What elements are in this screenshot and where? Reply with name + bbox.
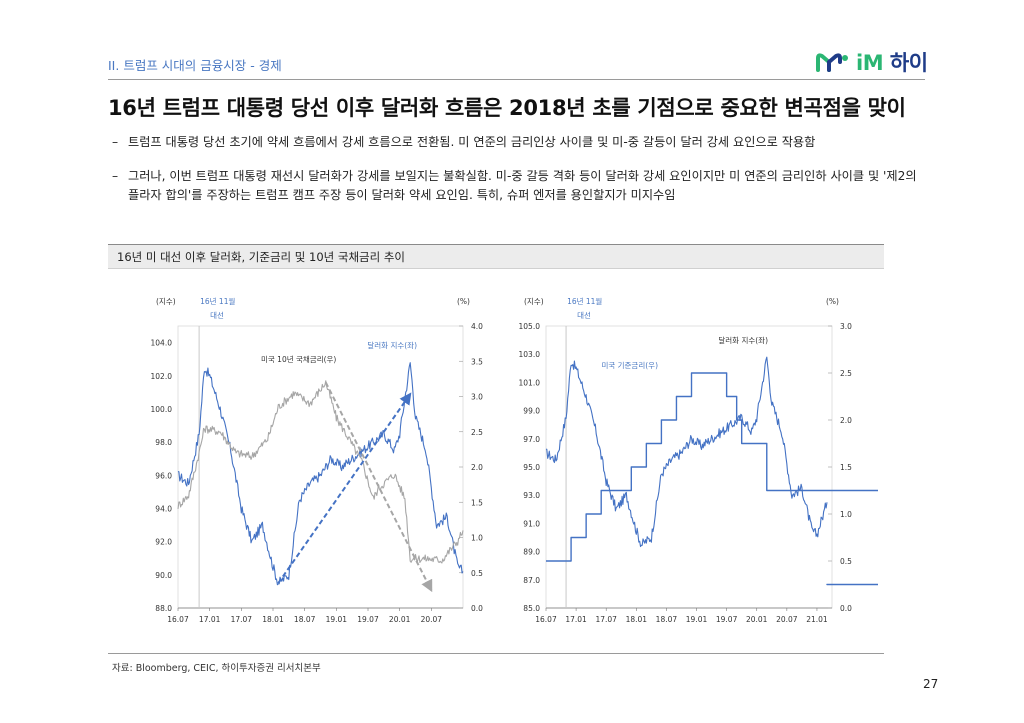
left-unit-label: (지수) [156, 297, 176, 306]
y-right-tick-label: 4.0 [471, 322, 483, 331]
logo-wordmark: iM 하이 [856, 51, 928, 75]
election-label: 16년 11월 [200, 296, 235, 306]
page-number: 27 [923, 677, 939, 691]
y-left-tick-label: 96.0 [155, 471, 172, 480]
us-10y-yield-line [177, 380, 464, 564]
election-label: 대선 [210, 311, 224, 320]
plot-frame [545, 325, 833, 609]
dollar-series-label: 달러화 지수(좌) [367, 341, 417, 350]
y-left-tick-label: 99.0 [523, 407, 540, 416]
yield-downtrend-arrow [324, 381, 433, 593]
y-left-tick-label: 91.0 [523, 519, 540, 528]
x-tick-label: 18.01 [262, 615, 284, 624]
y-left-tick-label: 102.0 [151, 372, 173, 381]
y-left-tick-label: 104.0 [151, 339, 173, 348]
right-unit-label: (%) [457, 297, 470, 306]
x-tick-label: 20.01 [389, 615, 411, 624]
y-left-tick-label: 103.0 [519, 350, 541, 359]
y-right-tick-label: 0.0 [840, 604, 852, 613]
y-left-tick-label: 89.0 [523, 548, 540, 557]
left-unit-label: (지수) [524, 297, 544, 306]
x-tick-label: 17.01 [565, 615, 587, 624]
x-tick-label: 17.01 [199, 615, 221, 624]
rate-series-label: 미국 10년 국채금리(우) [261, 354, 336, 364]
dollar-index-line [177, 362, 464, 586]
election-label: 대선 [577, 311, 591, 320]
x-tick-label: 19.01 [326, 615, 348, 624]
x-tick-label: 20.07 [776, 615, 798, 624]
chart-svg: (지수) (%) 105.0 103.0 101.0 99.0 97.0 95.0 93.0 91… [519, 296, 908, 624]
y-left-tick-label: 105.0 [519, 322, 541, 331]
chart-svg: (지수) (%) 104.0 102.0 100.0 98.0 96.0 94.0 92.0 90… [151, 296, 484, 624]
y-left-tick-label: 87.0 [523, 576, 540, 585]
y-right-tick-label: 0.5 [471, 569, 483, 578]
x-tick-label: 18.07 [656, 615, 678, 624]
y-right-tick-label: 3.0 [840, 322, 852, 331]
x-tick-label: 18.07 [294, 615, 316, 624]
y-left-tick-label: 97.0 [523, 435, 540, 444]
y-right-tick-label: 0.5 [840, 557, 852, 566]
y-right-tick-label: 0.0 [471, 604, 483, 613]
dollar-index-line [545, 356, 828, 548]
y-right-tick-label: 1.5 [471, 498, 483, 507]
x-tick-label: 19.07 [716, 615, 738, 624]
dollar-uptrend-arrow [277, 392, 412, 584]
title-divider [108, 79, 925, 80]
y-left-tick-label: 90.0 [155, 571, 172, 580]
election-label: 16년 11월 [567, 296, 602, 306]
dollar-vs-10y-chart: (지수) (%) 104.0 102.0 100.0 98.0 96.0 94.0 92.0 90… [140, 288, 500, 637]
plot-frame [177, 325, 464, 609]
y-right-tick-label: 3.0 [471, 393, 483, 402]
y-right-tick-label: 2.5 [840, 369, 852, 378]
x-tick-label: 17.07 [595, 615, 617, 624]
x-tick-label: 20.07 [421, 615, 443, 624]
y-right-tick-label: 1.0 [840, 510, 852, 519]
y-left-tick-label: 92.0 [155, 538, 172, 547]
y-right-tick-label: 1.5 [840, 463, 852, 472]
chart-section-header: 16년 미 대선 이후 달러화, 기준금리 및 10년 국채금리 추이 [108, 244, 884, 269]
y-right-tick-label: 2.5 [471, 428, 483, 437]
x-tick-label: 19.07 [357, 615, 379, 624]
x-tick-label: 17.07 [231, 615, 253, 624]
y-right-tick-label: 2.0 [471, 463, 483, 472]
dollar-vs-policy-rate-chart: (지수) (%) 105.0 103.0 101.0 99.0 97.0 95.0 93.0 91… [508, 288, 908, 637]
policy-rate-series-label: 미국 기준금리(우) [601, 361, 658, 370]
x-tick-label: 21.01 [806, 615, 828, 624]
page-title: 16년 트럼프 대통령 당선 이후 달러화 흐름은 2018년 초를 기점으로 … [108, 96, 906, 120]
x-tick-label: 18.01 [626, 615, 648, 624]
bullet-item: – 트럼프 대통령 당선 초기에 약세 흐름에서 강세 흐름으로 전환됨. 미 … [112, 135, 816, 149]
company-logo: iM 하이 [816, 49, 928, 75]
y-right-tick-label: 2.0 [840, 416, 852, 425]
source-note: 자료: Bloomberg, CEIC, 하이투자증권 리서치본부 [112, 663, 321, 674]
y-left-tick-label: 101.0 [519, 378, 541, 387]
logo-mark-icon [816, 53, 848, 72]
y-left-tick-label: 85.0 [523, 604, 540, 613]
right-unit-label: (%) [826, 297, 839, 306]
dollar-series-label: 달러화 지수(좌) [718, 336, 768, 345]
y-left-tick-label: 93.0 [523, 491, 540, 500]
y-left-tick-label: 100.0 [151, 405, 173, 414]
y-left-tick-label: 95.0 [523, 463, 540, 472]
y-left-tick-label: 94.0 [155, 504, 172, 513]
footer-divider [108, 653, 884, 654]
y-right-tick-label: 3.5 [471, 357, 483, 366]
policy-rate-line [546, 372, 908, 586]
x-tick-label: 20.01 [746, 615, 768, 624]
section-label: II. 트럼프 시대의 금융시장 - 경제 [108, 58, 282, 73]
x-tick-label: 19.01 [686, 615, 708, 624]
bullet-item: – 그러나, 이번 트럼프 대통령 재선시 달러화가 강세를 보일지는 불확실함… [112, 169, 917, 202]
y-left-tick-label: 98.0 [155, 438, 172, 447]
y-right-tick-label: 1.0 [471, 534, 483, 543]
x-tick-label: 16.07 [535, 615, 557, 624]
y-left-tick-label: 88.0 [155, 604, 172, 613]
x-tick-label: 16.07 [167, 615, 189, 624]
